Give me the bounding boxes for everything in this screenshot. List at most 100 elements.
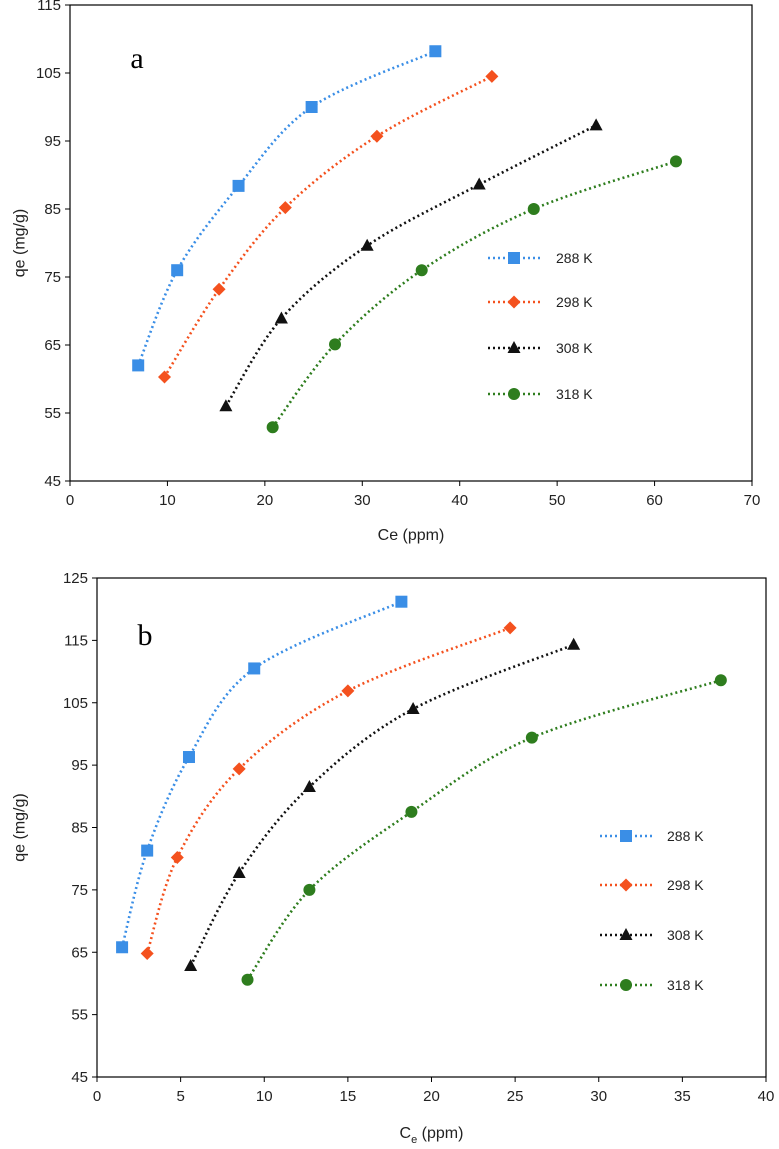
legend-marker-triangle: [619, 928, 633, 940]
series-308k: [184, 637, 581, 971]
y-axis-title: qe (mg/g): [12, 793, 29, 861]
data-point-square: [116, 941, 129, 954]
x-tick-label: 30: [590, 1088, 607, 1105]
legend-entry: 298 K: [600, 877, 704, 893]
x-axis-title: Ce (ppm): [400, 1125, 464, 1146]
series-line: [163, 75, 493, 378]
data-point-diamond: [370, 129, 384, 143]
panel-letter: b: [138, 619, 153, 652]
data-point-square: [182, 751, 195, 764]
panel-letter: a: [130, 42, 143, 75]
data-point-square: [171, 264, 184, 277]
legend-entry: 318 K: [488, 386, 593, 402]
plot-area-frame: [69, 4, 753, 482]
series-line: [136, 50, 436, 366]
data-point-triangle: [232, 866, 246, 879]
legend-marker-triangle: [507, 341, 521, 353]
x-axis-title-main: Ce (ppm): [378, 527, 445, 544]
y-tick-label: 85: [44, 201, 61, 218]
data-point-circle: [329, 338, 342, 351]
y-tick-label: 65: [71, 944, 88, 961]
legend-entry: 288 K: [488, 250, 593, 266]
data-point-diamond: [278, 201, 292, 215]
data-point-square: [141, 844, 154, 857]
legend-marker-square: [620, 830, 632, 842]
data-point-circle: [714, 674, 727, 687]
series-298k: [158, 69, 499, 384]
x-axis-title-main: C: [400, 1125, 412, 1142]
series-308k: [219, 118, 603, 412]
data-point-triangle: [184, 958, 198, 971]
data-point-diamond: [212, 282, 226, 296]
data-point-triangle: [472, 177, 486, 190]
legend-label: 288 K: [667, 828, 704, 844]
x-tick-label: 70: [744, 492, 761, 509]
data-point-square: [232, 179, 245, 192]
y-tick-label: 65: [44, 337, 61, 354]
series-318k: [266, 155, 683, 434]
data-point-circle: [415, 264, 428, 277]
x-tick-label: 40: [451, 492, 468, 509]
data-point-diamond: [140, 946, 154, 960]
x-axis-title: Ce (ppm): [378, 527, 445, 544]
x-tick-label: 25: [507, 1088, 524, 1105]
legend-marker-circle: [620, 979, 632, 991]
data-point-circle: [670, 155, 683, 168]
x-tick-label: 40: [758, 1088, 775, 1105]
y-tick-label: 55: [71, 1007, 88, 1024]
legend-entry: 298 K: [488, 294, 593, 310]
data-point-triangle: [360, 238, 374, 251]
data-point-triangle: [274, 311, 288, 324]
data-point-triangle: [302, 779, 316, 792]
x-tick-label: 0: [66, 492, 74, 509]
y-tick-label: 125: [63, 570, 88, 587]
data-point-diamond: [158, 370, 172, 384]
legend-label: 318 K: [556, 386, 593, 402]
data-point-circle: [241, 973, 254, 986]
legend-label: 318 K: [667, 977, 704, 993]
legend-label: 288 K: [556, 250, 593, 266]
series-line: [271, 160, 677, 429]
legend-label: 308 K: [667, 927, 704, 943]
y-tick-label: 85: [71, 820, 88, 837]
y-tick-label: 115: [64, 632, 88, 649]
data-point-diamond: [170, 850, 184, 864]
data-point-diamond: [485, 69, 499, 83]
legend-label: 298 K: [667, 877, 704, 893]
y-tick-label: 115: [37, 0, 61, 14]
data-point-triangle: [406, 701, 420, 714]
y-tick-label: 95: [71, 757, 88, 774]
y-tick-label: 75: [44, 269, 61, 286]
data-point-circle: [303, 883, 316, 896]
data-point-triangle: [219, 399, 233, 412]
x-axis-title-suffix: (ppm): [417, 1125, 463, 1142]
x-tick-label: 30: [354, 492, 371, 509]
x-tick-label: 15: [340, 1088, 357, 1105]
chart-panel-b: 45 55 65 75 85 95 105 115 125 0 5 10 15 20 25 30 35 40 qe …: [12, 570, 775, 1146]
data-point-diamond: [503, 621, 517, 635]
data-point-circle: [525, 731, 538, 744]
data-point-square: [248, 662, 261, 675]
legend-entry: 308 K: [488, 340, 593, 356]
x-tick-label: 5: [176, 1088, 184, 1105]
x-tick-label: 0: [93, 1088, 101, 1105]
data-point-circle: [266, 421, 279, 434]
x-tick-label: 10: [159, 492, 176, 509]
x-tick-label: 10: [256, 1088, 273, 1105]
y-tick-label: 75: [71, 882, 88, 899]
y-tick-label: 105: [36, 65, 61, 82]
y-axis-title: qe (mg/g): [12, 209, 29, 277]
legend-marker-diamond: [619, 878, 633, 892]
x-tick-label: 35: [674, 1088, 691, 1105]
series-line: [189, 643, 575, 967]
legend-marker-diamond: [507, 295, 521, 309]
y-tick-label: 45: [71, 1069, 88, 1086]
legend-entry: 308 K: [600, 927, 704, 943]
y-tick-label: 45: [44, 473, 61, 490]
data-point-square: [429, 45, 442, 58]
data-point-triangle: [567, 637, 581, 650]
data-point-square: [305, 101, 318, 113]
legend-entry: 318 K: [600, 977, 704, 993]
x-tick-label: 20: [423, 1088, 440, 1105]
